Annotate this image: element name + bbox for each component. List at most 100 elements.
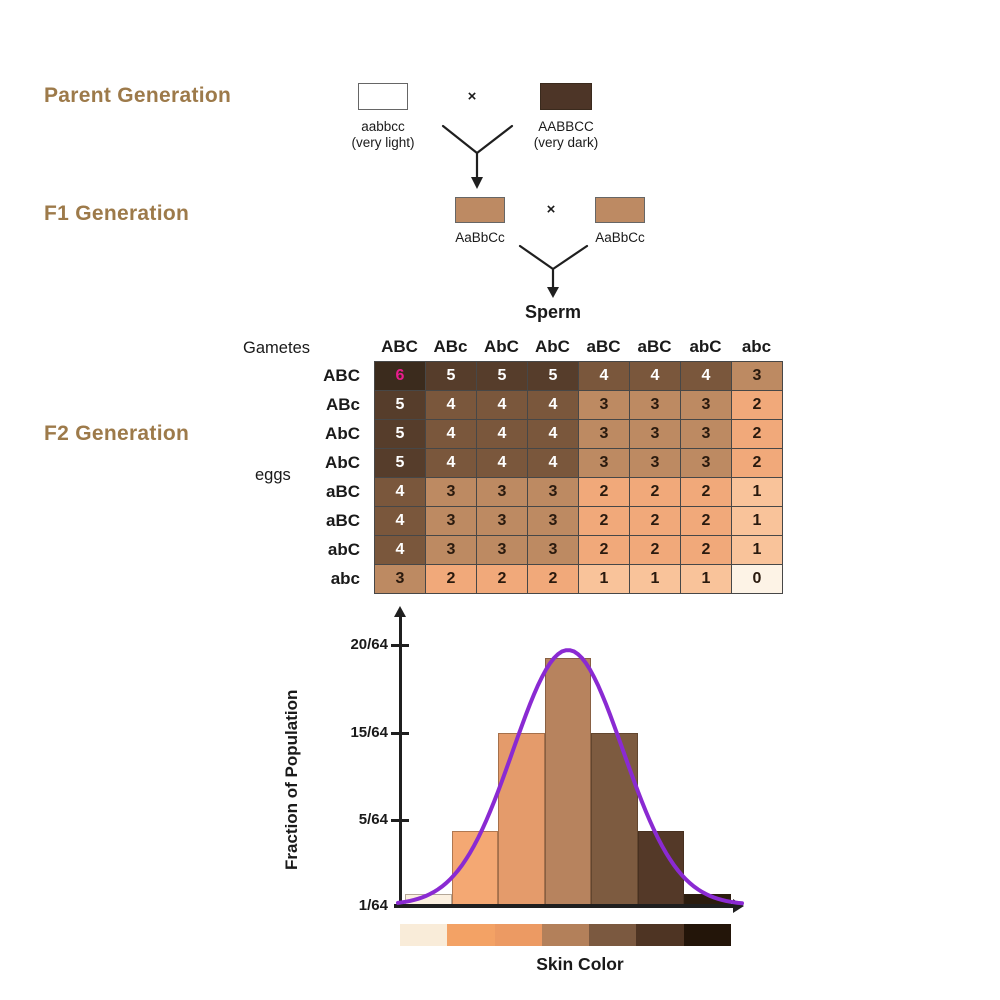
y-axis-arrow: [394, 606, 406, 617]
punnett-cell-r0c6: 4: [681, 362, 731, 390]
punnett-cell-r6c0: 4: [375, 536, 425, 564]
parent-left-genotype-label: aabbcc: [361, 119, 405, 134]
punnett-cell-r0c3: 5: [528, 362, 578, 390]
f1-left-box: [455, 197, 505, 223]
punnett-cell-r4c2: 3: [477, 478, 527, 506]
punnett-cell-r2c1: 4: [426, 420, 476, 448]
punnett-cell-r4c4: 2: [579, 478, 629, 506]
punnett-cell-r7c5: 1: [630, 565, 680, 593]
punnett-cell-r1c0: 5: [375, 391, 425, 419]
punnett-col-header-1: ABc: [433, 337, 468, 356]
punnett-cell-r5c0: 4: [375, 507, 425, 535]
punnett-cell-r2c3: 4: [528, 420, 578, 448]
parent-right-phenotype-label: (very dark): [533, 135, 599, 150]
parent-right-genotype-label: AABBCC: [538, 119, 594, 134]
punnett-row-headers: ABC ABc AbC AbC aBC aBC abC abc: [294, 361, 368, 593]
punnett-cell-r4c5: 2: [630, 478, 680, 506]
punnett-cell-r2c2: 4: [477, 420, 527, 448]
ytick-label-5-64: 5/64: [358, 811, 388, 828]
punnett-cell-r0c7: 3: [732, 362, 782, 390]
punnett-cell-r5c6: 2: [681, 507, 731, 535]
ytick-label-15-64: 15/64: [350, 724, 388, 741]
punnett-cell-r7c3: 2: [528, 565, 578, 593]
punnett-row-header-2: AbC: [325, 424, 360, 443]
f1-cross-connector-arrow: [518, 244, 589, 298]
punnett-row-header-6: abC: [327, 540, 360, 559]
skin-color-swatch-5: [636, 924, 684, 946]
punnett-cell-r7c1: 2: [426, 565, 476, 593]
punnett-cell-r2c4: 3: [579, 420, 629, 448]
punnett-cell-r4c0: 4: [375, 478, 425, 506]
chart-y-axis-label: Fraction of Population: [282, 689, 301, 871]
skin-color-swatch-3: [541, 924, 590, 946]
punnett-row-header-1: ABc: [325, 395, 360, 414]
punnett-cell-r1c2: 4: [477, 391, 527, 419]
punnett-cell-r5c3: 3: [528, 507, 578, 535]
punnett-col-header-3: AbC: [535, 337, 570, 356]
punnett-cell-r7c4: 1: [579, 565, 629, 593]
ytick-label-20-64: 20/64: [350, 636, 388, 653]
punnett-cell-r2c0: 5: [375, 420, 425, 448]
punnett-cell-r4c7: 1: [732, 478, 782, 506]
punnett-cell-r3c2: 4: [477, 449, 527, 477]
punnett-cell-r1c6: 3: [681, 391, 731, 419]
punnett-cell-r7c7: 0: [732, 565, 782, 593]
punnett-cell-r1c5: 3: [630, 391, 680, 419]
skin-color-swatch-4: [589, 924, 637, 946]
punnett-col-header-7: abc: [741, 337, 772, 356]
punnett-cell-r1c4: 3: [579, 391, 629, 419]
punnett-cell-r3c6: 3: [681, 449, 731, 477]
punnett-row-header-7: abc: [330, 569, 360, 588]
punnett-cell-r6c7: 1: [732, 536, 782, 564]
punnett-cell-r7c0: 3: [375, 565, 425, 593]
punnett-cell-r2c6: 3: [681, 420, 731, 448]
punnett-cell-r6c6: 2: [681, 536, 731, 564]
punnett-row-header-0: ABC: [323, 366, 360, 385]
punnett-cell-r6c5: 2: [630, 536, 680, 564]
punnett-cell-r4c6: 2: [681, 478, 731, 506]
skin-color-swatch-6: [683, 924, 732, 946]
punnett-cell-r5c5: 2: [630, 507, 680, 535]
punnett-cell-r5c2: 3: [477, 507, 527, 535]
punnett-row-header-3: AbC: [325, 453, 360, 472]
parent-generation-heading: Parent Generation: [44, 84, 232, 107]
x-axis-arrow: [733, 899, 744, 913]
punnett-cell-r3c4: 3: [579, 449, 629, 477]
skin-color-swatch-0: [400, 924, 448, 946]
parent-cross-symbol: ×: [467, 88, 477, 105]
punnett-cell-r6c4: 2: [579, 536, 629, 564]
punnett-cell-r1c1: 4: [426, 391, 476, 419]
punnett-col-header-5: aBC: [637, 337, 672, 356]
punnett-row-header-4: aBC: [325, 482, 360, 501]
y-axis-line: [399, 616, 402, 908]
f2-generation-heading: F2 Generation: [44, 422, 190, 445]
punnett-cell-r5c1: 3: [426, 507, 476, 535]
bar-group: [405, 612, 732, 905]
parent-left-phenotype-label: (very light): [351, 135, 415, 150]
gametes-label: Gametes: [243, 339, 310, 357]
punnett-cell-r4c1: 3: [426, 478, 476, 506]
punnett-cell-r5c4: 2: [579, 507, 629, 535]
punnett-cell-r3c3: 4: [528, 449, 578, 477]
punnett-col-header-2: AbC: [484, 337, 519, 356]
punnett-cell-r2c5: 3: [630, 420, 680, 448]
f1-left-genotype-label: AaBbCc: [455, 230, 505, 245]
punnett-cell-r0c5: 4: [630, 362, 680, 390]
punnett-cell-r4c3: 3: [528, 478, 578, 506]
punnett-column-headers: ABC ABc AbC AbC aBC aBC abC abc: [374, 337, 782, 357]
punnett-cell-r1c7: 2: [732, 391, 782, 419]
punnett-cell-r7c2: 2: [477, 565, 527, 593]
punnett-col-header-4: aBC: [586, 337, 621, 356]
f1-right-box: [595, 197, 645, 223]
punnett-cell-r3c0: 5: [375, 449, 425, 477]
skin-color-swatch-2: [494, 924, 542, 946]
parent-cross-connector-arrow: [441, 124, 514, 189]
punnett-cell-r6c1: 3: [426, 536, 476, 564]
eggs-label: eggs: [255, 466, 291, 484]
punnett-cell-r3c1: 4: [426, 449, 476, 477]
skin-color-swatch-1: [447, 924, 495, 946]
x-axis-line: [394, 904, 735, 908]
punnett-cell-r7c6: 1: [681, 565, 731, 593]
punnett-cell-r1c3: 4: [528, 391, 578, 419]
